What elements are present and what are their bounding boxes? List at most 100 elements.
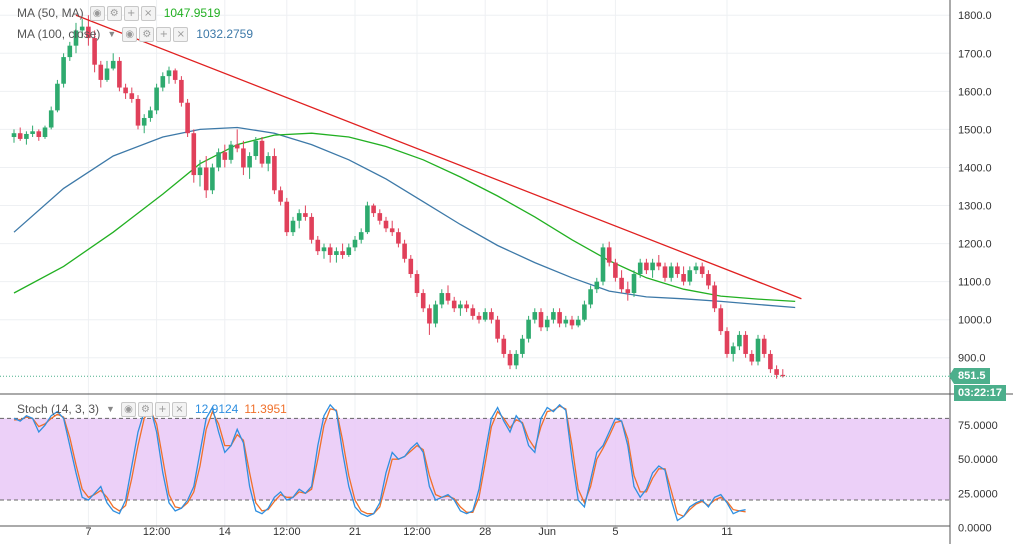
candle-body xyxy=(154,87,159,111)
candle-body xyxy=(650,262,655,271)
gear-icon[interactable]: ⚙ xyxy=(137,401,153,417)
eye-icon[interactable]: ◉ xyxy=(122,26,138,42)
candle xyxy=(445,285,451,305)
candle-body xyxy=(321,247,327,252)
chevron-down-icon[interactable]: ▼ xyxy=(107,29,117,39)
candle-body xyxy=(619,277,624,290)
candle-body xyxy=(73,30,79,46)
candle-body xyxy=(408,258,414,275)
legend-ma50[interactable]: MA (50, MA) ◉ ⚙ + × 1047.9519 xyxy=(17,4,220,22)
eye-icon[interactable]: ◉ xyxy=(120,401,136,417)
candle xyxy=(117,57,122,92)
candle-body xyxy=(476,315,482,320)
candle-body xyxy=(445,293,451,301)
candle xyxy=(513,350,519,370)
close-icon[interactable]: × xyxy=(140,5,156,21)
candle-body xyxy=(495,319,500,339)
candle xyxy=(687,266,693,286)
candle xyxy=(557,308,562,328)
candle-body xyxy=(185,102,190,134)
candle-body xyxy=(24,133,29,139)
candle-body xyxy=(551,312,556,320)
candle-body xyxy=(687,270,693,282)
candle xyxy=(637,258,643,278)
candle xyxy=(730,342,736,362)
legend-ma50-value: 1047.9519 xyxy=(163,6,221,20)
candle xyxy=(718,304,724,335)
legend-ma100[interactable]: MA (100, close) ▼ ◉ ⚙ + × 1032.2759 xyxy=(17,25,253,43)
candle xyxy=(42,125,48,139)
candle xyxy=(408,254,414,278)
candle xyxy=(296,209,302,229)
gear-icon[interactable]: ⚙ xyxy=(139,26,155,42)
plus-icon[interactable]: + xyxy=(154,401,170,417)
candle xyxy=(532,308,538,324)
price-tick-label: 1600.0 xyxy=(958,86,992,98)
candle xyxy=(724,327,730,358)
candle xyxy=(191,129,197,183)
candle-body xyxy=(569,319,575,326)
candle-body xyxy=(613,262,618,278)
legend-ma100-value: 1032.2759 xyxy=(196,27,254,41)
candle xyxy=(470,304,476,320)
price-tick-label: 1300.0 xyxy=(958,201,992,213)
candle xyxy=(234,129,240,153)
candle xyxy=(582,300,587,322)
candle-body xyxy=(42,127,48,138)
candle xyxy=(774,365,779,379)
candle xyxy=(179,76,184,107)
candle xyxy=(712,281,717,313)
close-icon[interactable]: × xyxy=(173,26,189,42)
candle-body xyxy=(265,156,271,164)
candle xyxy=(631,270,637,297)
candle xyxy=(538,308,544,332)
candle xyxy=(160,72,166,92)
candle xyxy=(389,220,395,236)
candle-body xyxy=(383,220,389,229)
candle-body xyxy=(92,38,97,65)
candle-body xyxy=(358,232,364,240)
candle xyxy=(526,315,531,343)
candle xyxy=(768,350,773,373)
legend-ma50-label: MA (50, MA) xyxy=(17,6,84,20)
eye-icon[interactable]: ◉ xyxy=(89,5,105,21)
candle-body xyxy=(11,133,17,138)
candle-body xyxy=(17,133,23,139)
candle-body xyxy=(644,262,649,271)
candle xyxy=(48,106,54,130)
candle-body xyxy=(61,57,66,84)
candle xyxy=(321,243,327,259)
candle xyxy=(551,308,556,324)
candle-body xyxy=(389,228,395,233)
candle xyxy=(458,300,463,316)
candle-body xyxy=(637,262,643,275)
candle-body xyxy=(606,247,612,263)
plus-icon[interactable]: + xyxy=(156,26,172,42)
candle-body xyxy=(526,319,531,339)
candle xyxy=(371,203,376,217)
bar-countdown-badge: 03:22:17 xyxy=(954,385,1007,402)
candle xyxy=(520,334,525,358)
legend-stoch-k-value: 12.9124 xyxy=(194,402,239,416)
candle-body xyxy=(110,60,116,69)
gear-icon[interactable]: ⚙ xyxy=(106,5,122,21)
candle-body xyxy=(582,304,587,320)
candle xyxy=(247,152,252,179)
candle-body xyxy=(656,262,662,267)
legend-stoch[interactable]: Stoch (14, 3, 3) ▼ ◉ ⚙ + × 12.9124 11.39… xyxy=(17,400,287,418)
candle-body xyxy=(55,83,60,111)
candle xyxy=(681,266,686,286)
candle-body xyxy=(86,26,91,39)
close-icon[interactable]: × xyxy=(171,401,187,417)
candle xyxy=(265,152,271,172)
plus-icon[interactable]: + xyxy=(123,5,139,21)
candle xyxy=(675,262,680,278)
legend-ma100-label: MA (100, close) xyxy=(17,27,101,41)
candle xyxy=(290,216,296,236)
candle-body xyxy=(768,353,773,370)
candle xyxy=(737,331,742,351)
chevron-down-icon[interactable]: ▼ xyxy=(106,404,115,414)
candle xyxy=(278,186,283,206)
